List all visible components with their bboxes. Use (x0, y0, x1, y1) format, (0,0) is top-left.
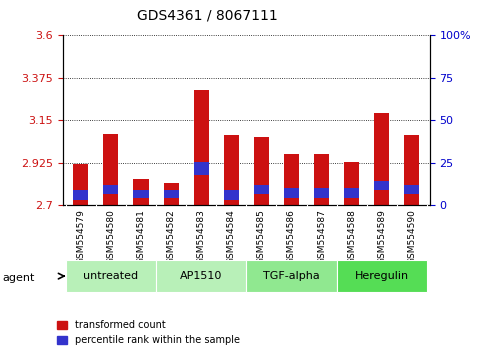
Text: TGF-alpha: TGF-alpha (263, 271, 320, 281)
Bar (103, 133, 118, 205)
Bar (133, 179, 149, 205)
Text: agent: agent (2, 273, 35, 283)
Bar (224, 190, 239, 200)
Bar (254, 137, 269, 205)
Text: GSM554584: GSM554584 (227, 210, 236, 264)
Bar (374, 181, 389, 190)
Bar (314, 154, 329, 205)
Text: GSM554588: GSM554588 (347, 210, 356, 264)
Text: GSM554590: GSM554590 (407, 210, 416, 264)
Bar (103, 184, 118, 194)
Text: Heregulin: Heregulin (355, 271, 409, 281)
Bar (164, 183, 179, 205)
Bar (224, 136, 239, 205)
Bar (404, 184, 419, 194)
Bar (133, 190, 149, 198)
Text: GSM554582: GSM554582 (167, 210, 176, 264)
Bar (284, 154, 299, 205)
Bar (404, 136, 419, 205)
Text: GDS4361 / 8067111: GDS4361 / 8067111 (137, 9, 278, 23)
Text: untreated: untreated (84, 271, 139, 281)
Bar (66, 260, 156, 292)
Bar (314, 188, 329, 198)
Text: GSM554586: GSM554586 (287, 210, 296, 264)
Legend: transformed count, percentile rank within the sample: transformed count, percentile rank withi… (53, 316, 243, 349)
Bar (156, 260, 246, 292)
Bar (246, 260, 337, 292)
Text: GSM554579: GSM554579 (76, 210, 85, 264)
Text: GSM554587: GSM554587 (317, 210, 326, 264)
Bar (164, 190, 179, 198)
Text: GSM554583: GSM554583 (197, 210, 206, 264)
Bar (344, 188, 359, 198)
Bar (194, 162, 209, 175)
Bar (374, 113, 389, 205)
Bar (194, 90, 209, 205)
Bar (337, 260, 427, 292)
Bar (73, 164, 88, 205)
Bar (254, 184, 269, 194)
Text: GSM554585: GSM554585 (257, 210, 266, 264)
Bar (344, 162, 359, 205)
Bar (284, 188, 299, 198)
Text: GSM554589: GSM554589 (377, 210, 386, 264)
Bar (73, 190, 88, 200)
Text: GSM554581: GSM554581 (137, 210, 145, 264)
Text: GSM554580: GSM554580 (106, 210, 115, 264)
Text: AP1510: AP1510 (180, 271, 222, 281)
